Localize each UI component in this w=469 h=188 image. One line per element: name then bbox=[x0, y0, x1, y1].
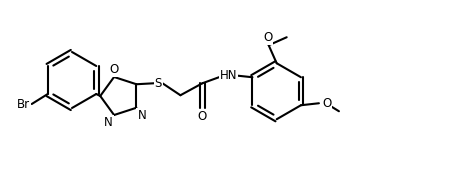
Text: O: O bbox=[198, 110, 207, 123]
Text: Br: Br bbox=[16, 98, 30, 111]
Text: N: N bbox=[137, 109, 146, 122]
Text: O: O bbox=[322, 97, 331, 110]
Text: N: N bbox=[104, 116, 113, 129]
Text: HN: HN bbox=[219, 69, 237, 82]
Text: O: O bbox=[109, 63, 119, 76]
Text: S: S bbox=[155, 77, 162, 90]
Text: O: O bbox=[263, 31, 272, 44]
